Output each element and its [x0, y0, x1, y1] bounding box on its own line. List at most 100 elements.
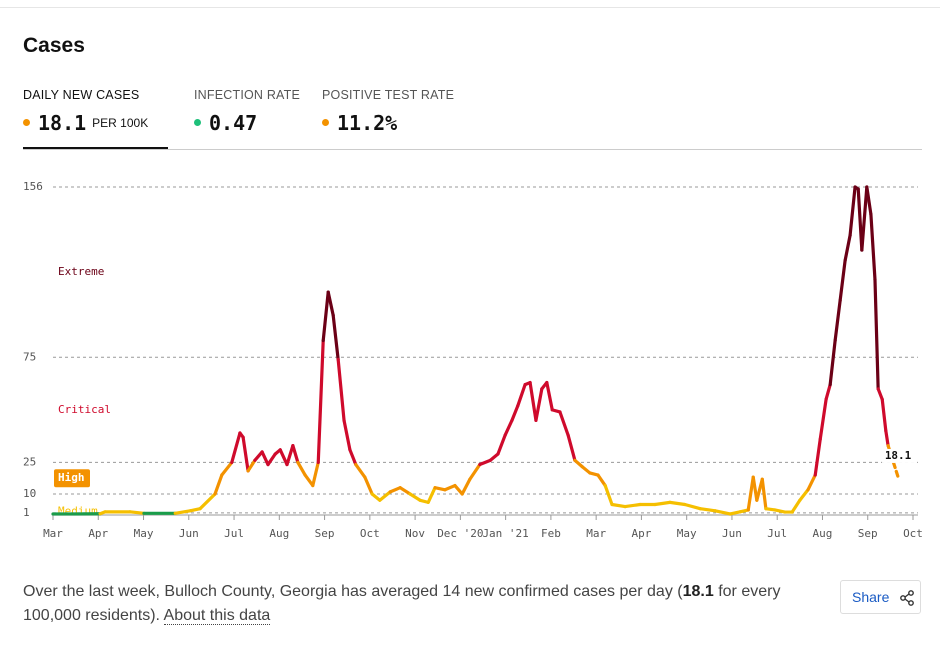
line-segment	[503, 418, 514, 437]
share-label: Share	[852, 589, 890, 605]
line-segment	[824, 383, 832, 401]
dot	[322, 119, 329, 126]
x-tick-label: Aug	[813, 527, 833, 540]
line-segment	[326, 290, 335, 317]
level-label: High	[58, 471, 85, 484]
line-segment	[443, 483, 457, 492]
line-segment	[331, 313, 340, 362]
line-segment	[884, 429, 890, 448]
line-segment	[806, 473, 817, 492]
unit: PER 100K	[92, 116, 149, 130]
line-segment	[610, 502, 627, 509]
line-segment	[453, 483, 464, 496]
line-segment	[342, 418, 352, 452]
line-segment	[566, 433, 577, 462]
x-tick-label: Feb	[541, 527, 561, 540]
line-segment	[668, 500, 687, 507]
line-segment	[128, 510, 146, 515]
line-segment	[230, 431, 242, 465]
footer: Over the last week, Bulloch County, Geor…	[23, 580, 803, 628]
line-segment	[746, 475, 755, 512]
line-segment	[478, 458, 492, 467]
line-segment	[798, 488, 810, 502]
y-tick-label: 1	[23, 506, 30, 519]
line-segment	[408, 492, 422, 502]
share-button[interactable]: Share	[840, 580, 921, 614]
line-segment	[398, 486, 412, 496]
line-segment	[873, 277, 880, 391]
line-segment	[843, 233, 852, 263]
line-segment	[173, 509, 192, 515]
line-segment	[510, 404, 520, 422]
line-segment	[321, 290, 330, 343]
tab-value: 0.47	[194, 111, 314, 135]
x-tick-label: Apr	[88, 527, 108, 540]
level-label: Extreme	[58, 265, 104, 278]
line-segment	[354, 462, 367, 479]
share-icon	[900, 590, 914, 606]
line-segment	[246, 458, 257, 473]
line-segment	[311, 460, 320, 488]
line-segment	[596, 473, 607, 488]
line-segment	[545, 380, 554, 412]
line-segment	[773, 508, 787, 514]
tab-label: POSITIVE TEST RATE	[322, 88, 455, 102]
x-tick-label: Nov	[405, 527, 425, 540]
x-tick-label: Sep	[858, 527, 878, 540]
line-segment	[460, 477, 472, 496]
line-segment	[316, 338, 325, 465]
line-segment	[869, 212, 877, 282]
divider	[0, 7, 940, 8]
line-segment	[833, 298, 842, 343]
footer-highlight: 18.1	[682, 583, 714, 600]
line-segment	[303, 473, 315, 488]
footer-text: for every 100,000 residents).	[23, 583, 781, 624]
line-segment	[528, 380, 538, 422]
line-segment	[468, 462, 482, 481]
y-tick-label: 10	[23, 487, 36, 500]
line-segment	[534, 387, 544, 422]
line-segment	[213, 473, 224, 496]
x-tick-label: Jul	[224, 527, 244, 540]
line-segment	[573, 458, 584, 469]
line-segment	[865, 185, 873, 216]
line-segment	[848, 185, 857, 237]
x-tick-label: Dec '20	[437, 527, 483, 540]
level-badge	[54, 469, 90, 488]
y-tick-label: 75	[23, 350, 36, 363]
line-segment	[260, 450, 270, 467]
line-segment	[683, 502, 702, 511]
tab[interactable]: INFECTION RATE 0.47	[194, 88, 314, 148]
value-label: 18.1	[885, 449, 912, 462]
line-segment	[336, 357, 346, 422]
value: 18.1	[38, 111, 87, 135]
line-segment	[296, 460, 307, 477]
x-tick-label: Oct	[360, 527, 380, 540]
line-segment	[378, 490, 392, 502]
about-link[interactable]: About this data	[163, 607, 271, 625]
tabs: DAILY NEW CASES 18.1 PER 100K INFECTION R…	[23, 88, 922, 150]
line-segment	[496, 433, 507, 456]
x-tick-label: Jun	[722, 527, 742, 540]
line-segment	[860, 185, 869, 252]
tab[interactable]: DAILY NEW CASES 18.1 PER 100K	[23, 88, 168, 149]
x-tick-label: Apr	[631, 527, 651, 540]
tab-label: INFECTION RATE	[194, 88, 301, 102]
y-tick-label: 156	[23, 180, 43, 193]
line-segment	[880, 397, 888, 433]
line-segment	[363, 475, 374, 496]
line-segment	[291, 444, 300, 465]
line-segment	[488, 452, 500, 462]
line-segment	[285, 444, 295, 467]
dot	[194, 119, 201, 126]
footer-text: Over the last week, Bulloch County, Geor…	[23, 583, 683, 600]
line-segment	[728, 510, 742, 516]
tab[interactable]: POSITIVE TEST RATE 11.2%	[322, 88, 462, 148]
tab-value: 11.2%	[322, 111, 462, 135]
value-label-bg	[882, 448, 917, 463]
line-segment	[653, 500, 672, 507]
line-segment	[188, 507, 202, 513]
line-segment	[278, 448, 289, 467]
